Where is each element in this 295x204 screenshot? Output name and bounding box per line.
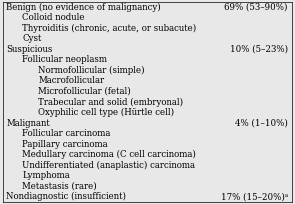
Text: Nondiagnostic (insufficient): Nondiagnostic (insufficient) xyxy=(6,192,127,201)
Text: Lymphoma: Lymphoma xyxy=(22,171,70,180)
Text: Malignant: Malignant xyxy=(6,119,50,128)
Text: Normofollicular (simple): Normofollicular (simple) xyxy=(38,66,145,75)
Text: 69% (53–90%): 69% (53–90%) xyxy=(224,3,288,12)
Text: 10% (5–23%): 10% (5–23%) xyxy=(230,45,288,54)
Text: Undifferentiated (anaplastic) carcinoma: Undifferentiated (anaplastic) carcinoma xyxy=(22,161,195,170)
Text: Microfollicular (fetal): Microfollicular (fetal) xyxy=(38,87,131,96)
Text: Benign (no evidence of malignancy): Benign (no evidence of malignancy) xyxy=(6,3,161,12)
Text: Trabecular and solid (embryonal): Trabecular and solid (embryonal) xyxy=(38,98,183,106)
Text: Metastasis (rare): Metastasis (rare) xyxy=(22,182,97,191)
Text: Suspicious: Suspicious xyxy=(6,45,53,54)
Text: Oxyphilic cell type (Hürtle cell): Oxyphilic cell type (Hürtle cell) xyxy=(38,108,174,117)
Text: Cyst: Cyst xyxy=(22,34,42,43)
Text: Medullary carcinoma (C cell carcinoma): Medullary carcinoma (C cell carcinoma) xyxy=(22,150,196,159)
Text: Thyroiditis (chronic, acute, or subacute): Thyroiditis (chronic, acute, or subacute… xyxy=(22,24,196,33)
Text: Follicular carcinoma: Follicular carcinoma xyxy=(22,129,111,138)
Text: Macrofollicular: Macrofollicular xyxy=(38,76,104,85)
Text: Colloid nodule: Colloid nodule xyxy=(22,13,85,22)
Text: Papillary carcinoma: Papillary carcinoma xyxy=(22,140,108,149)
Text: 17% (15–20%)ᵃ: 17% (15–20%)ᵃ xyxy=(221,192,288,201)
Text: Follicular neoplasm: Follicular neoplasm xyxy=(22,55,107,64)
Text: 4% (1–10%): 4% (1–10%) xyxy=(235,119,288,128)
